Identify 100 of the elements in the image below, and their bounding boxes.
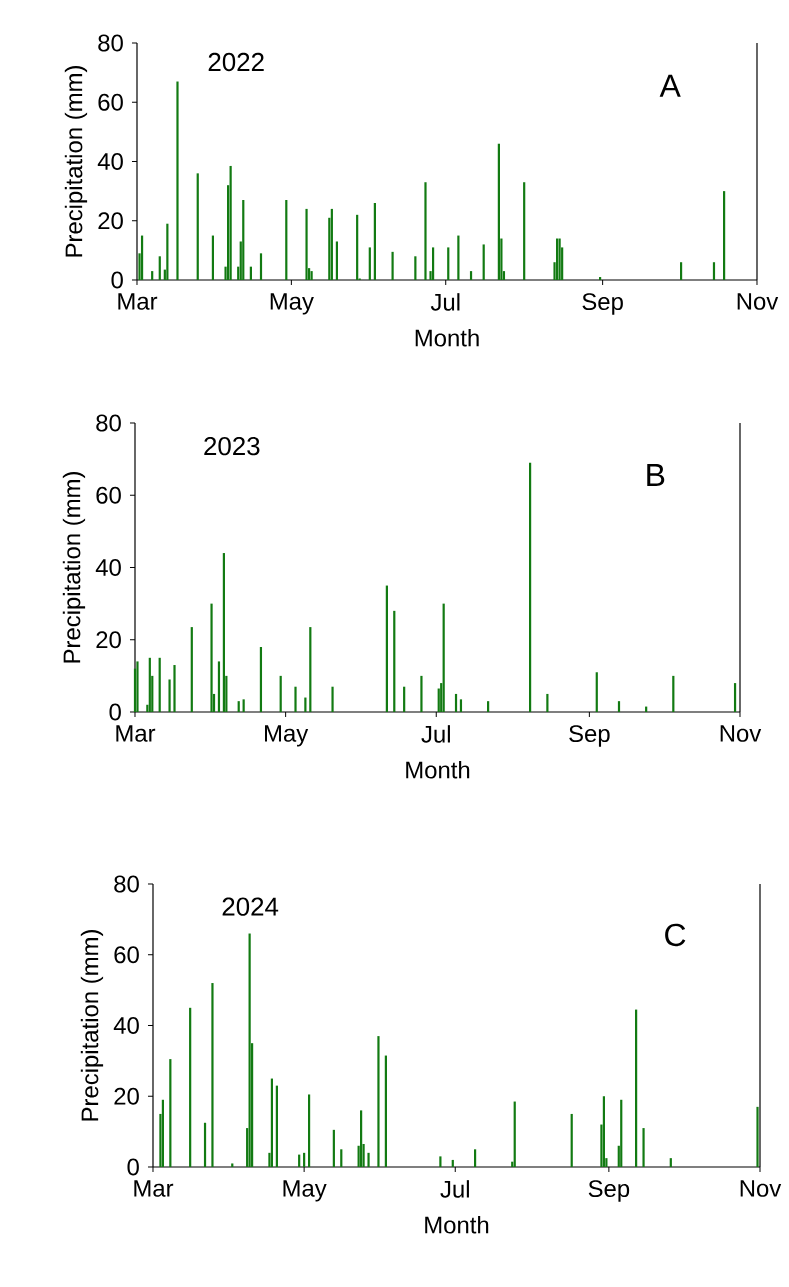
y-tick-label: 80 — [96, 414, 121, 432]
bar — [482, 244, 485, 280]
bar — [196, 173, 199, 280]
y-tick-label: 80 — [114, 875, 139, 893]
bar — [259, 253, 262, 280]
x-tick-label: May — [270, 293, 314, 315]
bar — [486, 701, 490, 712]
annotation: 2023 — [204, 436, 260, 456]
annotation: B — [647, 464, 665, 486]
x-tick-label: Jul — [421, 725, 450, 743]
bar — [546, 693, 549, 712]
bar — [439, 1156, 442, 1167]
bar — [330, 208, 333, 280]
bar — [570, 1113, 573, 1167]
bar — [140, 235, 144, 280]
bar — [373, 202, 376, 280]
bar — [148, 657, 151, 712]
bar — [522, 182, 526, 280]
y-axis-title: Precipitation (mm) — [80, 930, 103, 1121]
bar — [424, 182, 427, 280]
bar — [469, 271, 473, 280]
bar — [210, 603, 213, 712]
bar — [457, 235, 460, 280]
bar — [620, 1099, 623, 1167]
bar — [302, 1152, 306, 1167]
bar — [150, 271, 154, 280]
annotation: 2022 — [208, 52, 264, 72]
bar — [431, 247, 435, 280]
bar — [331, 686, 334, 712]
bar — [602, 1096, 605, 1167]
bar — [733, 683, 737, 712]
bar — [335, 241, 338, 280]
bar — [393, 610, 396, 712]
bar — [176, 81, 179, 280]
bar — [368, 247, 371, 280]
x-tick-label: May — [283, 1180, 327, 1202]
bar — [473, 1149, 477, 1167]
y-tick-label: 20 — [114, 1087, 139, 1105]
y-tick-label: 0 — [111, 271, 123, 289]
bar — [310, 271, 313, 280]
bar — [722, 191, 726, 280]
bar — [447, 247, 450, 280]
bar — [756, 1106, 759, 1167]
x-tick-label: Mar — [118, 293, 158, 310]
bar — [454, 693, 458, 712]
bar — [259, 646, 262, 712]
bar — [442, 603, 445, 712]
bar — [528, 462, 532, 712]
bar — [420, 675, 423, 712]
bar — [190, 627, 193, 712]
bar — [391, 251, 394, 280]
bar — [305, 208, 308, 280]
x-axis-title: Month — [415, 328, 479, 347]
bar — [513, 1101, 516, 1167]
bar — [249, 266, 252, 280]
y-axis-title: Precipitation (mm) — [64, 66, 87, 257]
bar — [355, 214, 359, 280]
y-tick-label: 40 — [95, 559, 121, 576]
annotation: C — [665, 923, 686, 947]
bar — [242, 699, 245, 712]
y-tick-label: 20 — [98, 212, 123, 230]
bar — [231, 1163, 234, 1167]
bar — [367, 1152, 370, 1167]
y-tick-label: 0 — [127, 1158, 139, 1176]
x-tick-label: Jul — [430, 293, 460, 311]
bar — [285, 200, 288, 280]
bar — [136, 661, 139, 712]
x-tick-label: Sep — [569, 725, 610, 747]
bar — [642, 1128, 645, 1167]
y-tick-label: 0 — [109, 703, 121, 721]
bar — [158, 657, 161, 712]
bar — [595, 672, 598, 712]
y-tick-label: 60 — [114, 946, 139, 964]
bar — [294, 686, 297, 712]
x-tick-label: Sep — [588, 1180, 630, 1202]
bar — [307, 1094, 311, 1167]
bar — [279, 675, 282, 712]
bar — [617, 701, 620, 712]
bar — [168, 679, 171, 712]
bar — [248, 933, 251, 1167]
bar — [203, 1122, 207, 1167]
bar — [217, 661, 220, 712]
x-tick-label: Nov — [720, 725, 762, 742]
bar — [414, 256, 417, 280]
x-tick-label: Mar — [134, 1180, 174, 1197]
bar — [672, 675, 675, 712]
bar — [211, 983, 214, 1167]
bar — [173, 665, 176, 712]
bar — [229, 165, 232, 280]
bar — [340, 1149, 343, 1167]
bar — [377, 1036, 380, 1167]
y-tick-label: 40 — [97, 153, 123, 170]
bar — [555, 238, 559, 280]
bar — [712, 262, 715, 280]
bar — [359, 1110, 363, 1167]
y-tick-label: 40 — [113, 1017, 139, 1034]
bar — [669, 1158, 672, 1167]
bar — [497, 143, 500, 280]
annotation: 2024 — [222, 897, 279, 916]
y-tick-label: 60 — [96, 486, 121, 504]
